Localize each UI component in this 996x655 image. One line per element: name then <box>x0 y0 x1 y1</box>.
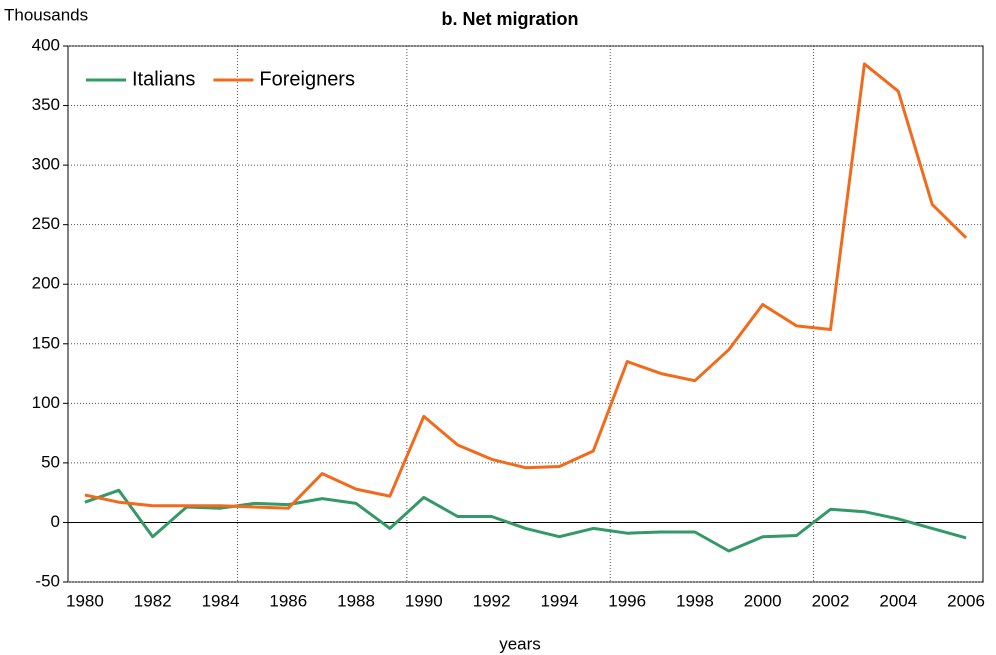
y-tick-label: 200 <box>32 274 60 293</box>
x-tick-label: 1996 <box>608 591 646 610</box>
y-tick-label: 100 <box>32 393 60 412</box>
line-series <box>84 488 967 553</box>
x-tick-label: 2004 <box>879 591 917 610</box>
line-series <box>84 62 968 510</box>
y-tick-label: 150 <box>32 333 60 352</box>
x-tick-label: 1992 <box>473 591 511 610</box>
x-tick-label: 1988 <box>337 591 375 610</box>
y-tick-label: 400 <box>32 35 60 54</box>
x-tick-label: 1990 <box>405 591 443 610</box>
y-tick-label: -50 <box>35 571 60 590</box>
y-tick-label: 0 <box>51 512 60 531</box>
x-tick-label: 1984 <box>202 591 240 610</box>
y-tick-label: 300 <box>32 155 60 174</box>
x-tick-label: 1998 <box>676 591 714 610</box>
x-tick-label: 2006 <box>947 591 985 610</box>
y-tick-label: 50 <box>41 452 60 471</box>
chart-title: b. Net migration <box>441 9 578 29</box>
x-tick-label: 1980 <box>66 591 104 610</box>
y-tick-label: 250 <box>32 214 60 233</box>
x-tick-label: 1986 <box>269 591 307 610</box>
x-tick-label: 2000 <box>744 591 782 610</box>
plot-area <box>67 45 984 583</box>
legend-label: Foreigners <box>259 68 355 90</box>
y-axis-label: Thousands <box>4 5 88 24</box>
x-tick-label: 1994 <box>540 591 578 610</box>
legend-label: Italians <box>132 68 195 90</box>
x-axis-label: years <box>499 634 541 653</box>
x-tick-label: 1982 <box>134 591 172 610</box>
y-tick-label: 350 <box>32 95 60 114</box>
x-tick-label: 2002 <box>812 591 850 610</box>
